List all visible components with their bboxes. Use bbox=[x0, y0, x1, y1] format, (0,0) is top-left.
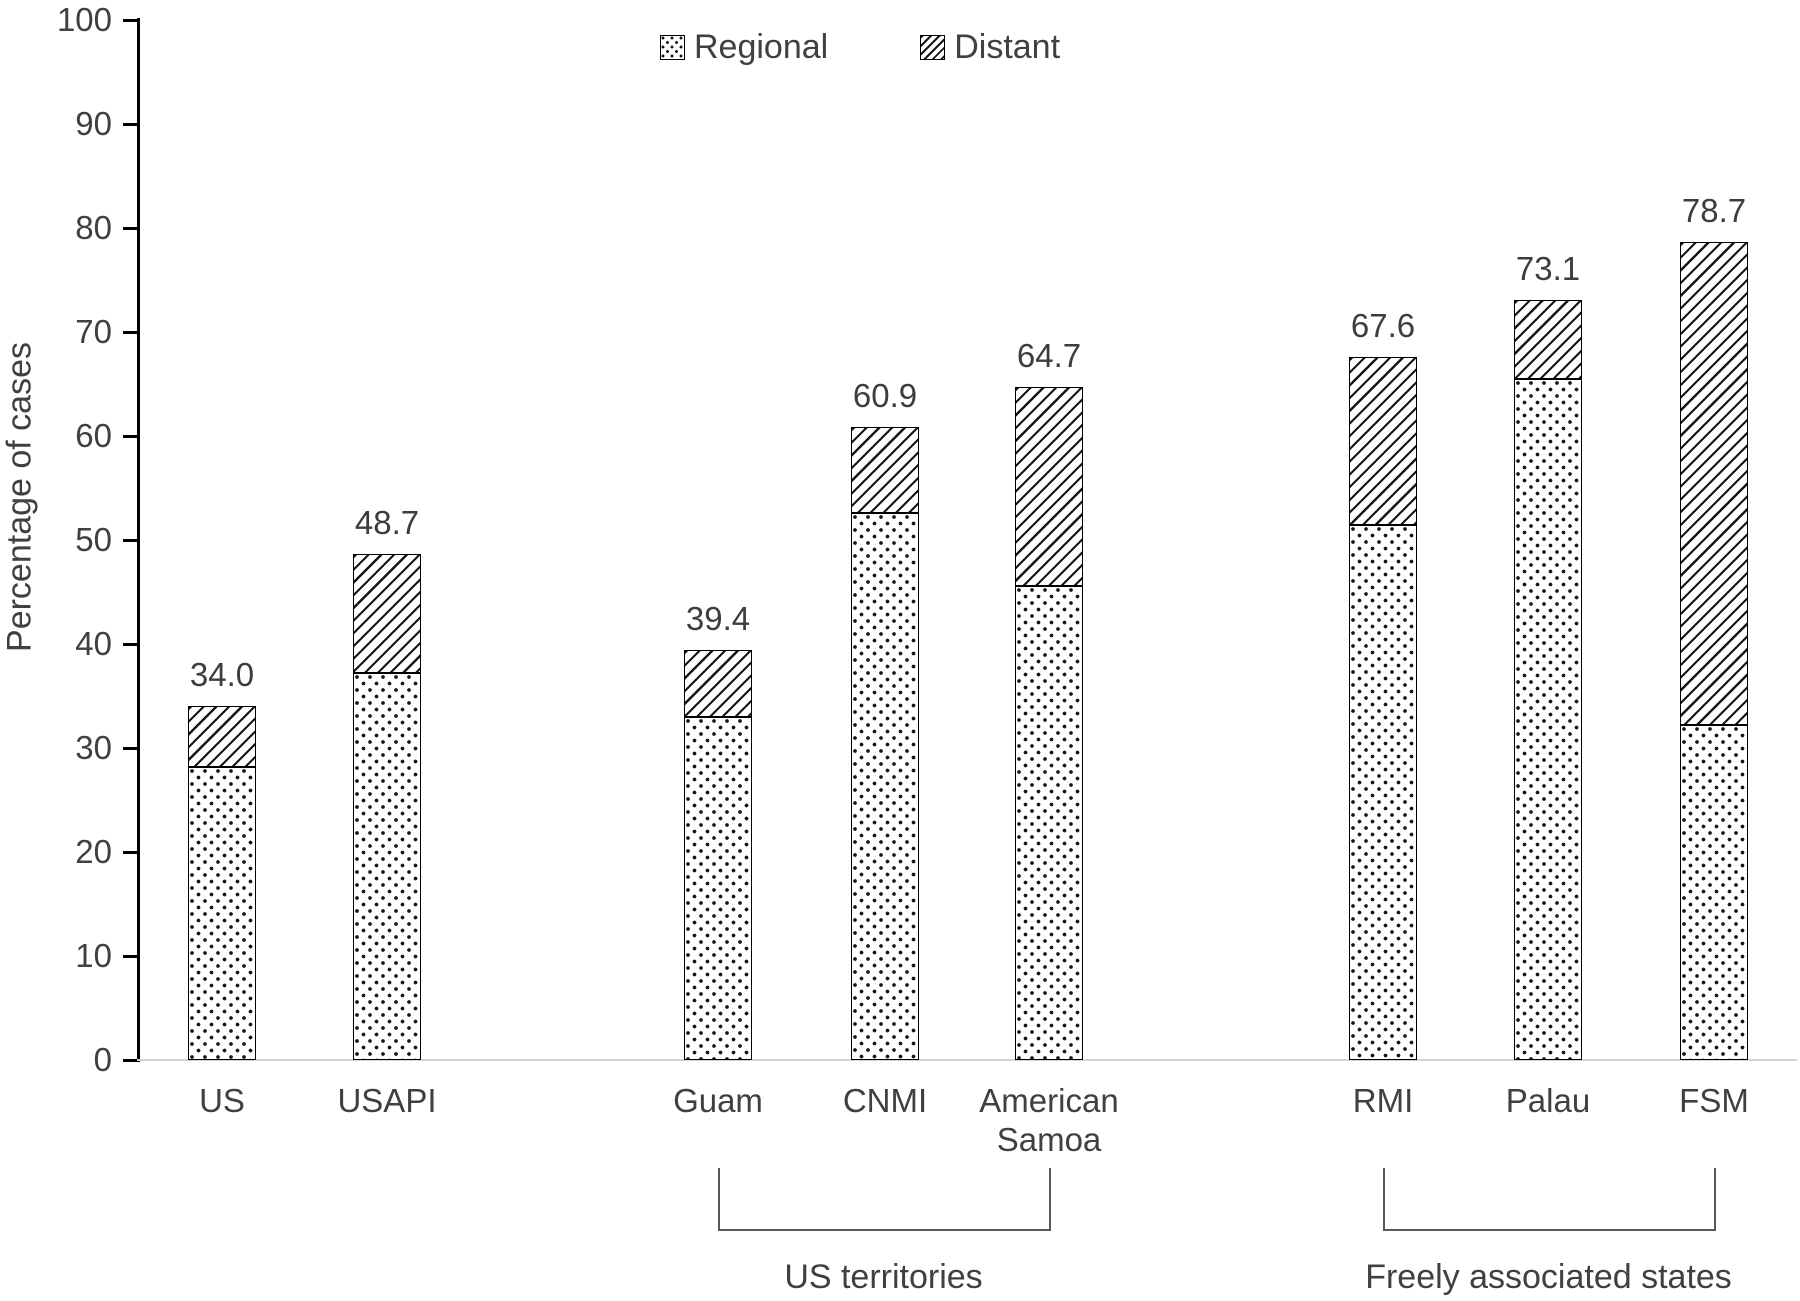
dotted-pattern-swatch-icon bbox=[660, 35, 685, 60]
bar-segment-distant-usapi bbox=[353, 553, 421, 674]
y-tick-label: 90 bbox=[75, 105, 112, 142]
bar-segment-regional-rmi bbox=[1349, 525, 1417, 1060]
y-tick-mark bbox=[123, 850, 137, 854]
bar-segment-regional-palau bbox=[1514, 378, 1582, 1060]
y-tick-mark bbox=[123, 122, 137, 126]
x-category-label: CNMI bbox=[842, 1082, 928, 1119]
bar-total-label: 48.7 bbox=[354, 503, 420, 541]
x-category-label: USAPI bbox=[337, 1082, 437, 1119]
bar-total-label: 78.7 bbox=[1681, 191, 1747, 229]
bar-segment-distant-us bbox=[188, 706, 256, 767]
bar-total-label: 64.7 bbox=[1016, 337, 1082, 375]
bar-segment-distant-cnmi bbox=[851, 426, 919, 513]
bar-total-label: 73.1 bbox=[1515, 249, 1581, 287]
y-tick-label: 30 bbox=[75, 729, 112, 766]
legend-label: Regional bbox=[694, 28, 829, 66]
bracket-bar bbox=[1383, 1229, 1716, 1231]
group-label: Freely associated states bbox=[1365, 1258, 1732, 1296]
bar-segment-distant-palau bbox=[1514, 299, 1582, 379]
diagonal-hatch-swatch-icon bbox=[920, 35, 946, 60]
bracket-left-stub bbox=[1383, 1168, 1385, 1231]
bar-total-label: 39.4 bbox=[685, 600, 751, 638]
y-tick-label: 40 bbox=[75, 625, 112, 662]
legend: Regional Distant bbox=[660, 28, 1060, 67]
bar-segment-distant-american-samoa bbox=[1015, 387, 1083, 586]
bar-segment-regional-guam bbox=[684, 716, 752, 1060]
legend-item-regional: Regional bbox=[660, 28, 828, 67]
y-axis-title: Percentage of cases bbox=[0, 342, 39, 652]
group-label: US territories bbox=[784, 1258, 983, 1296]
x-category-label: FSM bbox=[1679, 1082, 1749, 1119]
y-tick-label: 70 bbox=[75, 313, 112, 350]
bracket-right-stub bbox=[1049, 1168, 1051, 1231]
x-axis-baseline bbox=[137, 1059, 1797, 1061]
y-tick-label: 80 bbox=[75, 209, 112, 246]
y-tick-label: 50 bbox=[75, 521, 112, 558]
y-tick-mark bbox=[123, 434, 137, 438]
x-category-label: RMI bbox=[1352, 1082, 1414, 1119]
y-tick-label: 100 bbox=[56, 1, 112, 38]
x-category-label: US bbox=[199, 1082, 245, 1119]
y-tick-mark bbox=[123, 954, 137, 958]
bar-total-label: 34.0 bbox=[189, 656, 255, 694]
y-axis-line bbox=[137, 18, 140, 1062]
y-tick-label: 60 bbox=[75, 417, 112, 454]
bar-segment-distant-rmi bbox=[1349, 356, 1417, 526]
bar-segment-distant-fsm bbox=[1680, 241, 1748, 726]
bar-segment-distant-guam bbox=[684, 650, 752, 717]
bar-segment-regional-us bbox=[188, 766, 256, 1060]
y-tick-mark bbox=[123, 642, 137, 646]
y-tick-label: 10 bbox=[75, 937, 112, 974]
y-tick-label: 0 bbox=[93, 1041, 112, 1078]
bracket-left-stub bbox=[718, 1168, 720, 1231]
y-tick-mark bbox=[123, 18, 137, 22]
bar-segment-regional-american-samoa bbox=[1015, 585, 1083, 1060]
bracket-right-stub bbox=[1714, 1168, 1716, 1231]
y-tick-mark bbox=[123, 1058, 137, 1062]
bar-total-label: 60.9 bbox=[852, 376, 918, 414]
y-tick-mark bbox=[123, 330, 137, 334]
y-tick-mark bbox=[123, 226, 137, 230]
bar-total-label: 67.6 bbox=[1350, 306, 1416, 344]
bar-segment-regional-cnmi bbox=[851, 512, 919, 1060]
x-category-label: American Samoa bbox=[979, 1082, 1119, 1158]
bar-segment-regional-fsm bbox=[1680, 725, 1748, 1060]
y-tick-mark bbox=[123, 538, 137, 542]
y-tick-mark bbox=[123, 746, 137, 750]
bracket-bar bbox=[718, 1229, 1051, 1231]
x-category-label: Guam bbox=[673, 1082, 763, 1119]
legend-item-distant: Distant bbox=[920, 28, 1060, 67]
x-category-label: Palau bbox=[1505, 1082, 1591, 1119]
legend-label: Distant bbox=[954, 28, 1061, 66]
y-tick-label: 20 bbox=[75, 833, 112, 870]
bar-segment-regional-usapi bbox=[353, 673, 421, 1060]
